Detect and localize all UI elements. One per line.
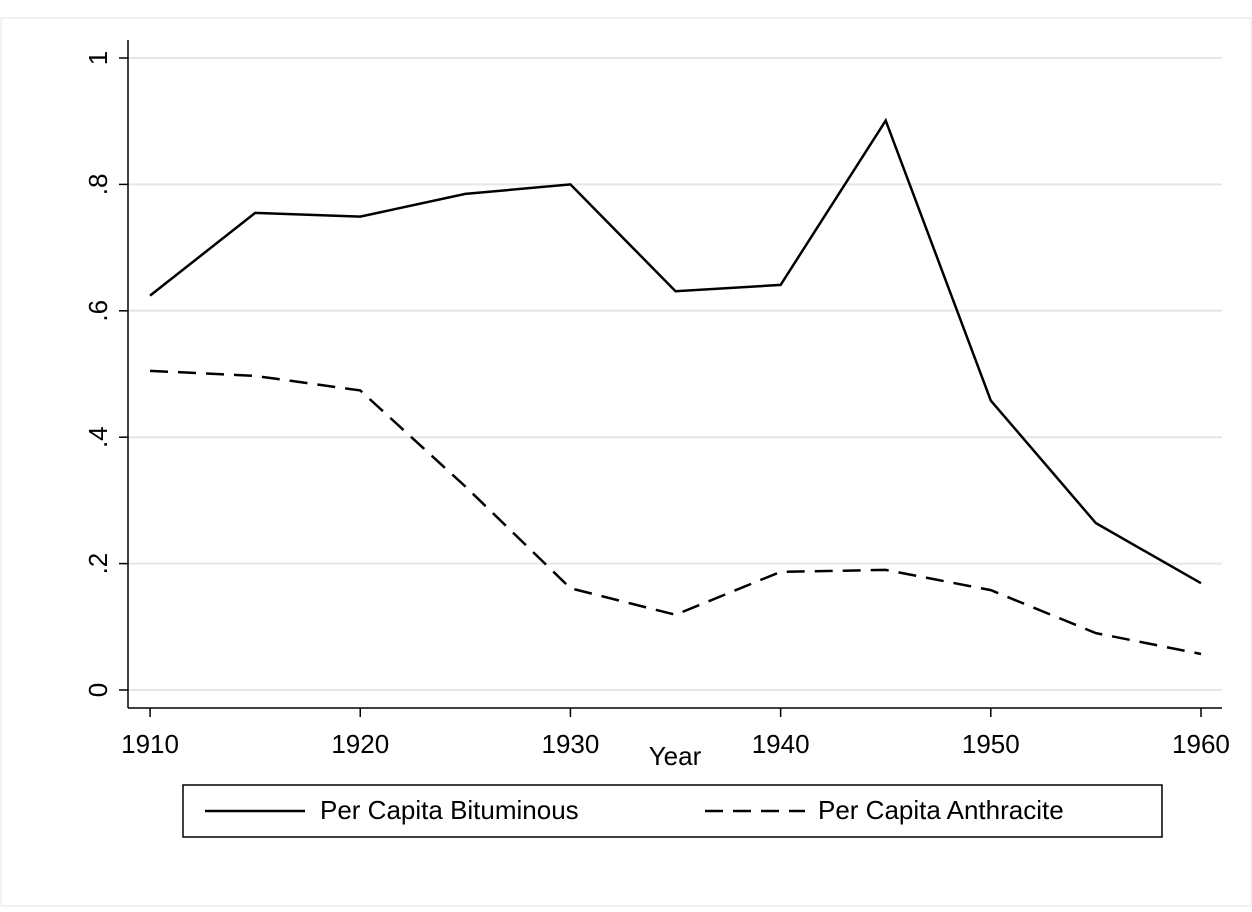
y-tick-label: .4 bbox=[83, 426, 113, 448]
line-series bbox=[150, 369, 1202, 656]
line-series bbox=[149, 117, 1202, 585]
x-axis-label: Year bbox=[649, 741, 702, 771]
x-tick-label: 1930 bbox=[542, 729, 600, 759]
x-tick-label: 1910 bbox=[121, 729, 179, 759]
legend-box bbox=[182, 784, 1163, 838]
x-tick-label: 1940 bbox=[752, 729, 810, 759]
x-tick-label: 1960 bbox=[1172, 729, 1230, 759]
y-tick-label: 1 bbox=[83, 51, 113, 65]
plot-area bbox=[128, 40, 1222, 708]
x-tick-label: 1920 bbox=[331, 729, 389, 759]
x-tick-label: 1950 bbox=[962, 729, 1020, 759]
y-tick-label: .6 bbox=[83, 300, 113, 322]
y-tick-label: 0 bbox=[83, 683, 113, 697]
legend-label: Per Capita Bituminous bbox=[320, 795, 579, 825]
y-tick-label: .8 bbox=[83, 174, 113, 196]
legend-label: Per Capita Anthracite bbox=[818, 795, 1064, 825]
y-tick-label: .2 bbox=[83, 553, 113, 575]
